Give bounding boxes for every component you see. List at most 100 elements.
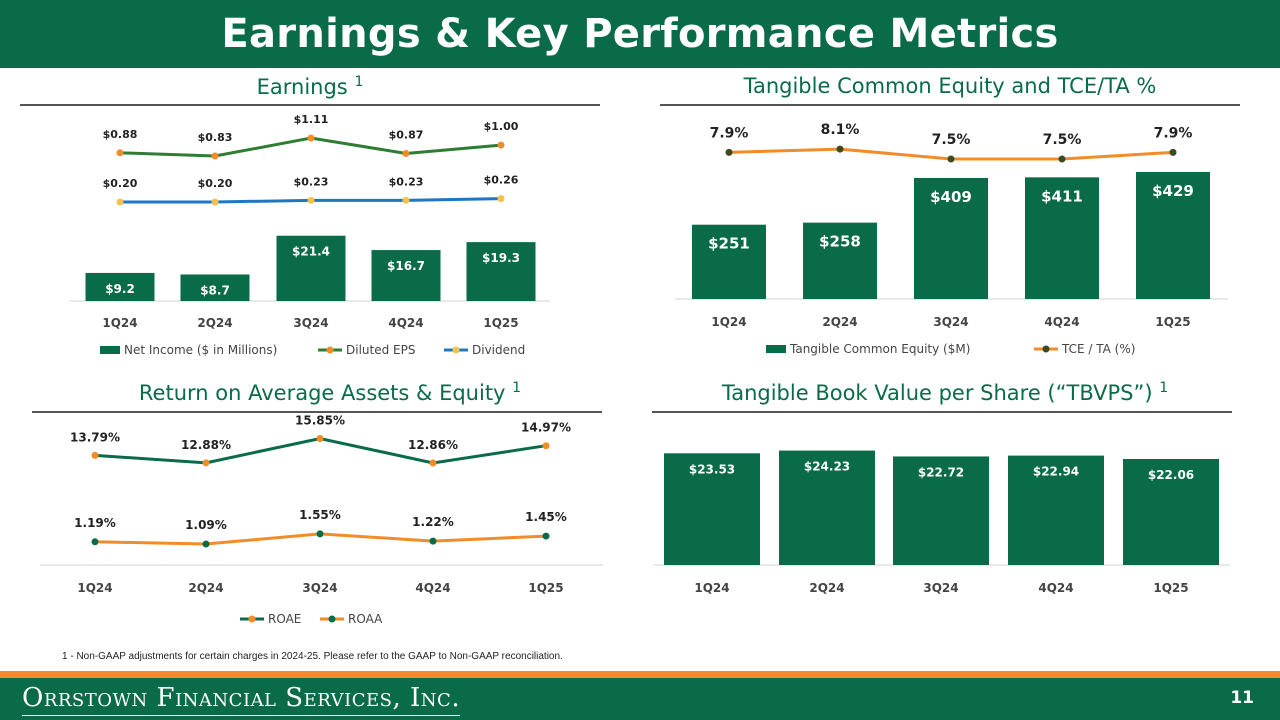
roae-marker (316, 434, 324, 442)
tbvps-title-sup: 1 (1159, 380, 1169, 396)
returns-x-tick: 3Q24 (302, 581, 337, 595)
earnings-bar-label: $21.4 (292, 245, 330, 259)
tce-x-tick: 1Q24 (711, 315, 746, 329)
returns-legend-roae-swatch-marker (248, 615, 256, 623)
tbvps-bar-label: $24.23 (804, 460, 850, 474)
tce-ta-data-label: 7.5% (1043, 132, 1082, 148)
tbvps-bar (779, 450, 875, 565)
tce-title: Tangible Common Equity and TCE/TA % (660, 74, 1240, 98)
tbvps-title-text: Tangible Book Value per Share (“TBVPS”) (721, 381, 1153, 405)
tbvps-bar-label: $22.72 (918, 465, 964, 479)
tce-legend-equity-label: Tangible Common Equity ($M) (789, 342, 970, 356)
dividend-data-label: $0.23 (389, 175, 424, 188)
earnings-bar-label: $9.2 (105, 282, 135, 296)
bottom-accent-stripe (0, 671, 1280, 678)
roaa-data-label: 1.55% (299, 508, 341, 522)
tce-bar-label: $429 (1152, 182, 1194, 200)
tce-ta-marker (725, 148, 733, 156)
eps-data-label: $0.87 (389, 128, 424, 141)
tbvps-x-tick: 1Q24 (694, 581, 729, 595)
earnings-legend-eps-swatch-marker (326, 346, 334, 354)
tce-bar-label: $411 (1041, 187, 1083, 205)
roae-marker (429, 459, 437, 467)
dividend-marker (211, 198, 219, 206)
tce-legend-ratio-swatch-marker (1042, 345, 1050, 353)
tce-x-tick: 2Q24 (822, 315, 857, 329)
dividend-data-label: $0.23 (294, 175, 329, 188)
roaa-data-label: 1.09% (185, 518, 227, 532)
footnote: 1 - Non-GAAP adjustments for certain cha… (62, 651, 563, 662)
returns-title-text: Return on Average Assets & Equity (138, 381, 506, 405)
roae-data-label: 14.97% (521, 421, 571, 435)
roaa-data-label: 1.22% (412, 515, 454, 529)
returns-x-tick: 1Q24 (77, 581, 112, 595)
tce-ta-data-label: 7.5% (932, 132, 971, 148)
earnings-bar-label: $19.3 (482, 251, 520, 265)
eps-data-label: $0.83 (198, 131, 233, 144)
eps-data-label: $1.00 (484, 120, 519, 133)
dividend-marker (402, 196, 410, 204)
returns-title-sup: 1 (512, 380, 522, 396)
roaa-data-label: 1.19% (74, 516, 116, 530)
earnings-title-sup: 1 (354, 74, 364, 90)
tbvps-bar-label: $22.06 (1148, 468, 1194, 482)
earnings-bar (276, 235, 346, 301)
returns-legend-roaa-label: ROAA (348, 612, 383, 626)
returns-rule (32, 411, 602, 413)
dividend-marker (116, 198, 124, 206)
tce-bar (1136, 172, 1210, 299)
earnings-x-tick: 4Q24 (388, 316, 423, 330)
roaa-marker (542, 532, 550, 540)
roaa-marker (429, 537, 437, 545)
tce-title-text: Tangible Common Equity and TCE/TA % (743, 74, 1157, 98)
eps-marker (402, 149, 410, 157)
earnings-legend-net-income-label: Net Income ($ in Millions) (124, 343, 277, 357)
earnings-legend-dividend-label: Dividend (472, 343, 525, 357)
tbvps-x-tick: 4Q24 (1038, 581, 1073, 595)
earnings-bar (180, 274, 250, 301)
eps-data-label: $0.88 (103, 128, 138, 141)
roae-marker (542, 442, 550, 450)
dividend-data-label: $0.20 (198, 177, 233, 190)
tce-bar-label: $251 (708, 235, 750, 253)
earnings-rule (20, 104, 600, 106)
footer-bar (0, 678, 1280, 720)
tce-ta-data-label: 8.1% (821, 122, 860, 138)
roae-data-label: 12.88% (181, 438, 231, 452)
returns-legend-roaa-swatch-marker (328, 615, 336, 623)
tce-x-tick: 4Q24 (1044, 315, 1079, 329)
roaa-marker (202, 540, 210, 548)
tce-ta-data-label: 7.9% (710, 125, 749, 141)
tce-rule (660, 104, 1240, 106)
roae-data-label: 15.85% (295, 413, 345, 427)
tbvps-bar-label: $22.94 (1033, 465, 1079, 479)
dividend-data-label: $0.20 (103, 177, 138, 190)
tce-ta-marker (1169, 148, 1177, 156)
tce-ta-marker (947, 155, 955, 163)
tbvps-title: Tangible Book Value per Share (“TBVPS”) … (650, 380, 1240, 405)
page-number: 11 (1230, 688, 1254, 708)
title-bar: Earnings & Key Performance Metrics (0, 0, 1280, 68)
tce-bar (914, 177, 988, 299)
tce-bar (803, 222, 877, 299)
dividend-data-label: $0.26 (484, 174, 519, 187)
earnings-title: Earnings 1 (20, 74, 600, 99)
roae-marker (91, 451, 99, 459)
returns-x-tick: 4Q24 (415, 581, 450, 595)
earnings-bar-label: $16.7 (387, 259, 425, 273)
tce-bar-label: $409 (930, 188, 972, 206)
tce-ta-marker (836, 145, 844, 153)
tbvps-x-tick: 1Q25 (1153, 581, 1188, 595)
roaa-data-label: 1.45% (525, 510, 567, 524)
tbvps-bar (664, 453, 760, 565)
earnings-bar (466, 242, 536, 301)
tce-bar (692, 224, 766, 299)
tbvps-bar (893, 456, 989, 565)
tce-x-tick: 1Q25 (1155, 315, 1190, 329)
tce-legend-ratio-label: TCE / TA (%) (1061, 342, 1135, 356)
returns-x-tick: 1Q25 (528, 581, 563, 595)
dividend-marker (497, 195, 505, 203)
tce-legend-equity-swatch (766, 345, 786, 353)
roae-line (94, 436, 547, 465)
